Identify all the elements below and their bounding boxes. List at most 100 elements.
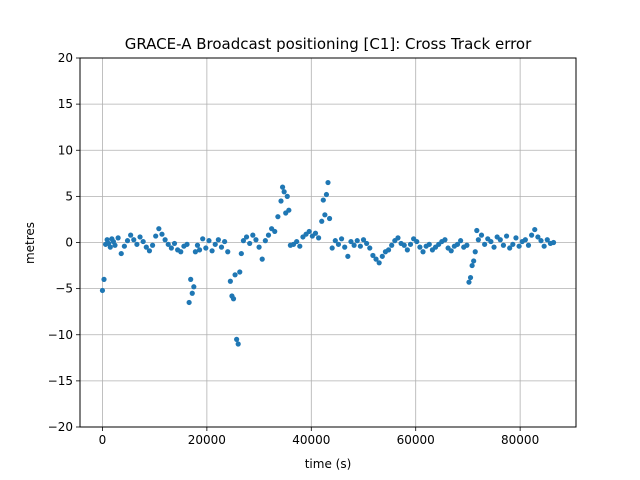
- data-point: [306, 228, 312, 235]
- data-point: [146, 248, 153, 254]
- data-point: [442, 237, 448, 243]
- y-tick-label: 5: [65, 189, 73, 203]
- data-point: [275, 214, 281, 220]
- data-point: [320, 197, 326, 203]
- data-point: [325, 179, 331, 186]
- data-point: [294, 238, 300, 245]
- data-point: [395, 235, 401, 241]
- data-point: [281, 189, 287, 195]
- data-point: [196, 247, 203, 253]
- data-point: [500, 242, 507, 248]
- y-tick-label: −5: [55, 282, 73, 296]
- data-point: [134, 241, 140, 247]
- data-point: [426, 241, 432, 247]
- data-point: [513, 235, 519, 241]
- x-tick-label: 0: [99, 433, 107, 447]
- data-point: [507, 245, 513, 251]
- data-point: [278, 198, 284, 204]
- data-point: [510, 241, 516, 247]
- data-point: [385, 247, 392, 253]
- data-point: [364, 240, 370, 247]
- x-tick-label: 40000: [292, 433, 330, 447]
- data-point: [360, 237, 367, 243]
- data-point: [189, 290, 195, 296]
- data-point: [522, 237, 528, 243]
- data-point: [165, 241, 171, 247]
- y-tick-label: −20: [48, 420, 73, 434]
- data-point: [203, 245, 209, 251]
- data-point: [466, 279, 472, 285]
- data-point: [312, 230, 319, 236]
- data-point: [227, 278, 233, 284]
- data-point: [186, 299, 192, 306]
- data-point: [319, 218, 325, 224]
- data-point: [99, 287, 106, 294]
- data-point: [107, 244, 113, 250]
- data-point: [184, 241, 190, 247]
- data-point: [478, 232, 485, 238]
- data-point: [323, 191, 330, 198]
- data-point: [209, 248, 215, 254]
- data-point: [454, 241, 461, 247]
- data-point: [250, 232, 256, 238]
- data-point: [529, 232, 535, 238]
- x-axis-label: time (s): [305, 457, 352, 471]
- data-point: [541, 243, 547, 249]
- y-tick-label: −15: [48, 374, 73, 388]
- data-point: [458, 238, 464, 244]
- data-point: [376, 260, 382, 266]
- data-point: [357, 243, 363, 249]
- chart-title: GRACE-A Broadcast positioning [C1]: Cros…: [125, 35, 532, 53]
- data-point: [332, 238, 338, 244]
- data-point: [171, 240, 178, 247]
- data-point: [335, 241, 342, 247]
- data-point: [149, 242, 156, 248]
- data-point: [491, 244, 497, 250]
- data-point: [140, 238, 146, 245]
- data-point: [538, 238, 544, 244]
- data-point: [265, 232, 272, 238]
- data-point: [286, 207, 292, 213]
- data-point: [153, 233, 159, 239]
- data-point: [206, 238, 212, 244]
- y-axis-label: metres: [23, 222, 37, 264]
- data-point: [240, 238, 247, 244]
- data-point: [237, 269, 243, 275]
- data-point: [200, 236, 206, 242]
- data-point: [191, 284, 197, 290]
- data-point: [544, 237, 550, 243]
- data-point: [516, 243, 522, 249]
- data-point: [469, 262, 475, 269]
- data-point: [351, 242, 357, 248]
- data-point: [448, 248, 454, 254]
- data-point: [316, 235, 322, 241]
- data-point: [401, 242, 407, 248]
- data-point: [168, 245, 174, 251]
- data-point: [550, 239, 557, 246]
- data-point: [262, 238, 268, 244]
- data-point: [178, 249, 184, 255]
- data-point: [525, 242, 532, 248]
- data-point: [417, 244, 423, 250]
- x-tick-label: 80000: [501, 433, 539, 447]
- data-point: [420, 249, 426, 255]
- data-point: [112, 242, 118, 248]
- data-point: [253, 237, 259, 243]
- axis-ticks: 0 20000 40000 60000 80000 −20 −15 −10 −5 0 5 10 15 20: [48, 51, 540, 447]
- y-tick-label: 0: [65, 236, 73, 250]
- data-point: [389, 242, 395, 248]
- data-point: [342, 244, 348, 250]
- data-point: [225, 249, 231, 255]
- data-point: [379, 253, 385, 259]
- data-point: [234, 336, 240, 342]
- data-point: [259, 256, 265, 262]
- data-point: [532, 226, 538, 233]
- data-point: [348, 238, 354, 245]
- data-point: [464, 242, 470, 248]
- x-tick-label: 60000: [397, 433, 435, 447]
- data-point: [232, 272, 238, 278]
- data-point: [467, 274, 474, 281]
- data-point: [101, 276, 107, 282]
- data-point: [192, 249, 198, 255]
